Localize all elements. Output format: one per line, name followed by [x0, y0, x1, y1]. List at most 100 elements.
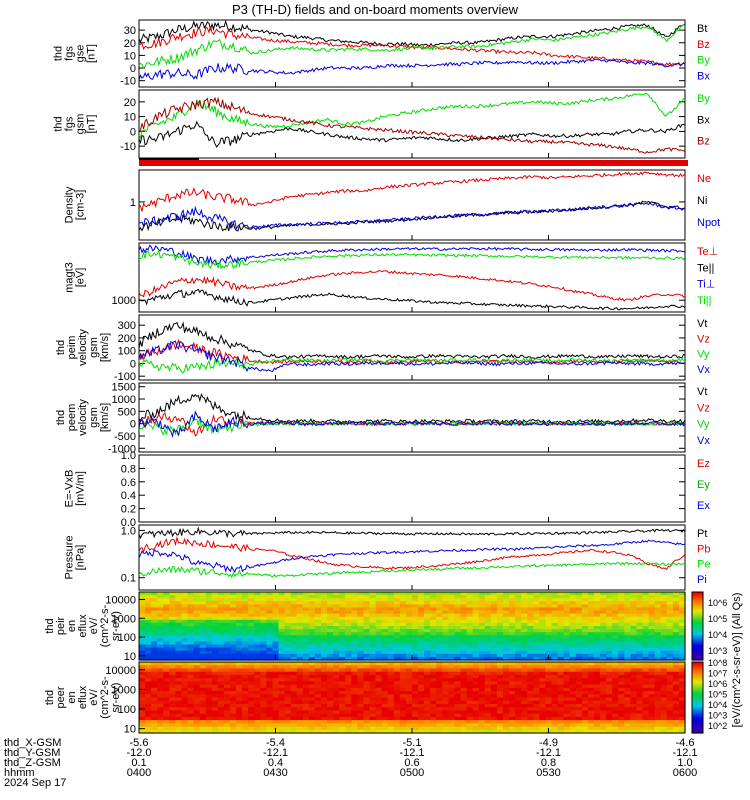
heat-cell	[339, 613, 346, 618]
heat-cell	[387, 681, 395, 686]
heat-cell	[272, 650, 280, 655]
heat-cell	[442, 720, 449, 724]
heat-cell	[569, 707, 577, 712]
heat-cell	[248, 656, 255, 661]
heat-cell	[678, 671, 686, 676]
heat-cell	[242, 601, 249, 605]
heat-cell	[290, 716, 298, 721]
heat-cell	[302, 729, 310, 734]
heat-cell	[139, 662, 146, 666]
heat-cell	[654, 700, 662, 705]
heat-cell	[448, 678, 456, 682]
heat-cell	[642, 592, 650, 596]
heat-cell	[199, 619, 207, 624]
heat-cell	[412, 713, 419, 718]
heat-cell	[357, 697, 365, 702]
heat-cell	[612, 662, 619, 666]
heat-cell	[405, 653, 413, 658]
heat-cell	[199, 622, 207, 627]
heat-cell	[515, 707, 522, 712]
heat-cell	[642, 700, 650, 705]
heat-cell	[606, 604, 613, 609]
heat-cell	[284, 697, 292, 702]
heat-cell	[630, 616, 638, 621]
heat-cell	[636, 592, 644, 596]
heat-cell	[351, 638, 358, 643]
heat-cell	[557, 668, 565, 673]
heat-cell	[672, 644, 680, 649]
heat-cell	[587, 729, 595, 734]
heat-cell	[545, 616, 553, 621]
heat-cell	[624, 629, 631, 633]
heat-cell	[436, 595, 443, 599]
heat-cell	[290, 650, 298, 655]
heat-cell	[345, 668, 352, 673]
series-line-Npot	[138, 202, 686, 230]
heat-cell	[369, 598, 377, 602]
heat-cell	[327, 665, 334, 670]
heat-cell	[193, 720, 201, 724]
heat-cell	[515, 681, 522, 686]
heat-cell	[254, 610, 261, 615]
heat-cell	[600, 662, 607, 666]
heat-cell	[503, 595, 510, 599]
heat-cell	[181, 674, 189, 679]
heat-cell	[314, 694, 322, 699]
heat-cell	[521, 592, 528, 596]
heat-cell	[193, 632, 201, 636]
heat-cell	[594, 644, 601, 649]
heat-cell	[405, 650, 413, 655]
heat-cell	[223, 604, 231, 609]
heat-cell	[284, 610, 292, 615]
heat-cell	[333, 592, 340, 596]
heat-cell	[515, 668, 522, 673]
ylabel-line: peer	[55, 686, 67, 708]
heat-cell	[254, 626, 261, 630]
heat-cell	[375, 635, 383, 639]
heat-cell	[642, 668, 650, 673]
heat-cell	[460, 635, 468, 639]
heat-cell	[418, 713, 425, 718]
heat-cell	[399, 653, 407, 658]
heat-cell	[223, 650, 231, 655]
heat-cell	[169, 604, 176, 609]
heat-cell	[557, 601, 565, 605]
heat-cell	[581, 726, 589, 731]
heat-cell	[496, 629, 504, 633]
heat-cell	[678, 678, 686, 682]
colorbar-cell	[692, 621, 703, 624]
heat-cell	[539, 656, 547, 661]
heat-cell	[157, 700, 164, 705]
heat-cell	[278, 681, 286, 686]
heat-cell	[484, 710, 492, 715]
heat-cell	[472, 644, 480, 649]
heat-cell	[393, 619, 401, 624]
heat-cell	[260, 641, 267, 646]
heat-cell	[654, 613, 662, 618]
heat-cell	[618, 671, 625, 676]
heat-cell	[139, 644, 146, 649]
heat-cell	[466, 622, 474, 627]
heat-cell	[193, 678, 201, 682]
heat-cell	[236, 650, 243, 655]
heat-cell	[490, 616, 498, 621]
heat-cell	[600, 653, 607, 658]
heat-cell	[272, 707, 280, 712]
heat-cell	[575, 656, 583, 661]
heat-cell	[260, 700, 267, 705]
heat-cell	[139, 607, 146, 612]
heat-cell	[145, 613, 152, 618]
heat-cell	[175, 626, 183, 630]
legend-Pb: Pb	[697, 543, 710, 555]
heat-cell	[424, 653, 431, 658]
heat-cell	[436, 700, 443, 705]
heat-cell	[612, 656, 619, 661]
heat-cell	[527, 713, 534, 718]
heat-cell	[363, 671, 371, 676]
heat-cell	[642, 710, 650, 715]
heat-cell	[266, 710, 274, 715]
heat-cell	[278, 662, 286, 666]
heat-cell	[181, 622, 189, 627]
heat-cell	[302, 726, 310, 731]
xaxis-value: -4.9	[539, 737, 558, 749]
